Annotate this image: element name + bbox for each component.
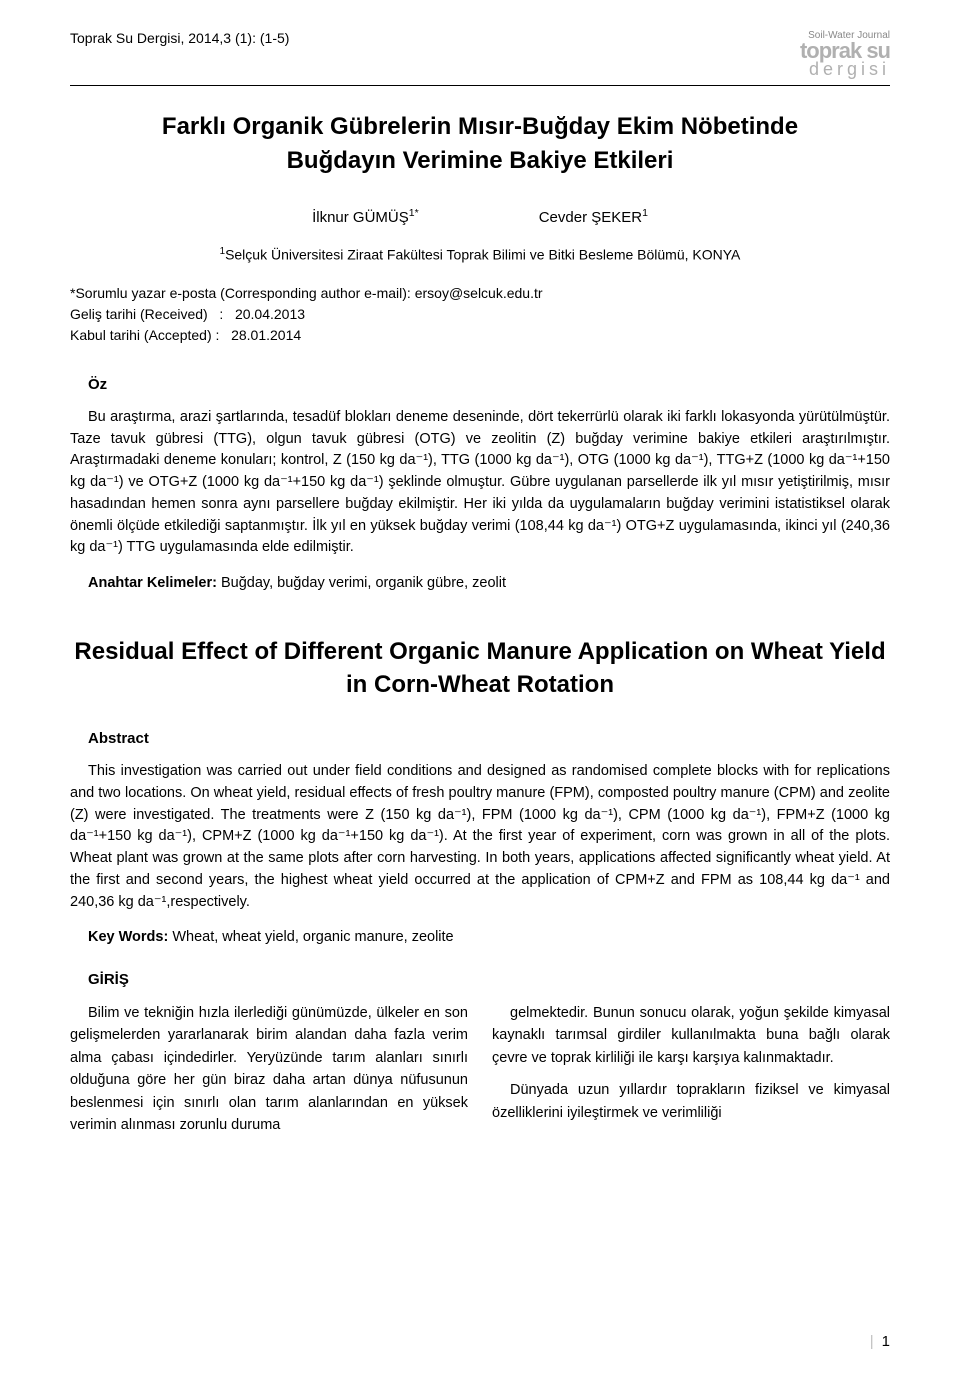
intro-p3: Dünyada uzun yıllardır toprakların fizik… [492, 1079, 890, 1124]
logo-sub: dergisi [800, 61, 890, 77]
article-title-en: Residual Effect of Different Organic Man… [70, 635, 890, 702]
oz-heading: Öz [88, 376, 890, 393]
page-header: Toprak Su Dergisi, 2014,3 (1): (1-5) Soi… [70, 30, 890, 86]
affiliation-line: 1Selçuk Üniversitesi Ziraat Fakültesi To… [70, 246, 890, 263]
oz-text: Bu araştırma, arazi şartlarında, tesadüf… [70, 407, 890, 559]
anahtar-kelimeler: Anahtar Kelimeler: Buğday, buğday verimi… [70, 573, 890, 595]
giris-heading: GİRİŞ [88, 971, 890, 988]
author-2: Cevder ŞEKER1 [539, 207, 648, 226]
author-1: İlknur GÜMÜŞ1* [312, 207, 419, 226]
journal-logo: Soil-Water Journal toprak su dergisi [800, 30, 890, 77]
journal-reference: Toprak Su Dergisi, 2014,3 (1): (1-5) [70, 30, 289, 46]
article-meta: *Sorumlu yazar e-posta (Corresponding au… [70, 283, 890, 346]
keywords-tr: Buğday, buğday verimi, organik gübre, ze… [217, 575, 506, 591]
keywords-en: Wheat, wheat yield, organic manure, zeol… [168, 929, 453, 945]
authors-row: İlknur GÜMÜŞ1* Cevder ŞEKER1 [70, 207, 890, 226]
received-line: Geliş tarihi (Received) : 20.04.2013 [70, 304, 890, 325]
corresponding-author: *Sorumlu yazar e-posta (Corresponding au… [70, 283, 890, 304]
intro-col-left: Bilim ve tekniğin hızla ilerlediği günüm… [70, 1002, 468, 1147]
abstract-text: This investigation was carried out under… [70, 761, 890, 913]
page-number: |1 [870, 1333, 890, 1350]
intro-columns: Bilim ve tekniğin hızla ilerlediği günüm… [70, 1002, 890, 1147]
key-words: Key Words: Wheat, wheat yield, organic m… [70, 927, 890, 949]
intro-col-right: gelmektedir. Bunun sonucu olarak, yoğun … [492, 1002, 890, 1147]
intro-p1: Bilim ve tekniğin hızla ilerlediği günüm… [70, 1002, 468, 1137]
abstract-heading: Abstract [88, 730, 890, 747]
keywords-label-en: Key Words: [88, 929, 168, 945]
article-title-tr: Farklı Organik Gübrelerin Mısır-Buğday E… [130, 110, 830, 177]
keywords-label-tr: Anahtar Kelimeler: [88, 575, 217, 591]
logo-main: toprak su [800, 41, 890, 61]
page-number-divider-icon: | [870, 1333, 874, 1350]
intro-p2: gelmektedir. Bunun sonucu olarak, yoğun … [492, 1002, 890, 1069]
accepted-line: Kabul tarihi (Accepted) : 28.01.2014 [70, 325, 890, 346]
